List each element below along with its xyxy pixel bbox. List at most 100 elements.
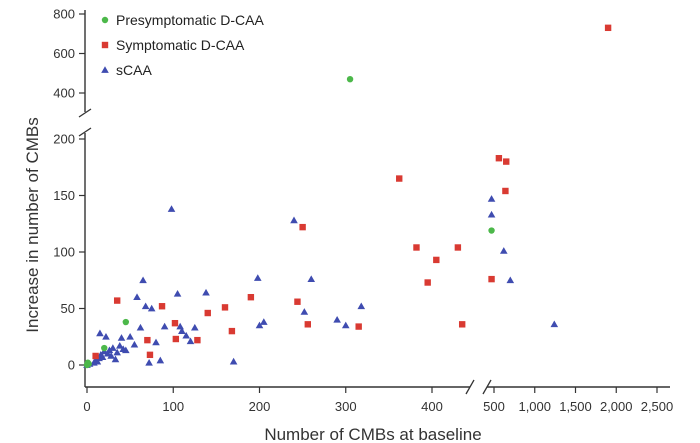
data-point <box>341 321 350 329</box>
data-point <box>488 275 495 283</box>
data-point <box>307 275 316 282</box>
legend-marker <box>101 16 109 24</box>
y-tick-label: 100 <box>53 245 75 260</box>
data-point <box>109 344 117 351</box>
legend-label: Symptomatic D-CAA <box>116 37 245 53</box>
data-point <box>130 340 139 348</box>
data-point <box>194 336 201 344</box>
data-point <box>141 302 150 310</box>
data-point <box>604 24 612 32</box>
y-tick-label: 50 <box>61 301 75 316</box>
data-point <box>396 175 403 182</box>
data-point <box>98 353 107 360</box>
data-point <box>433 256 440 264</box>
data-point <box>487 210 496 218</box>
x-tick-label: 1,000 <box>518 399 551 414</box>
data-point <box>171 319 179 327</box>
x-axis-title: Number of CMBs at baseline <box>264 425 481 443</box>
y-tick-label: 150 <box>53 188 75 203</box>
data-point <box>247 294 255 301</box>
data-point <box>173 290 182 297</box>
data-point <box>105 346 114 354</box>
x-tick-label: 2,500 <box>641 399 674 414</box>
x-tick-label: 2,000 <box>600 399 633 414</box>
data-point <box>290 216 298 224</box>
data-point <box>204 309 211 317</box>
data-point <box>146 351 154 359</box>
data-point <box>229 357 238 365</box>
y-break-stroke-bottom <box>78 127 92 137</box>
data-point <box>304 321 311 328</box>
data-point <box>85 360 92 368</box>
x-tick-label: 1,500 <box>559 399 592 414</box>
legend-marker <box>101 41 109 49</box>
data-point <box>488 227 495 234</box>
data-point <box>357 302 366 310</box>
data-point <box>115 341 124 349</box>
data-point <box>122 346 130 354</box>
data-point <box>147 304 156 312</box>
x-tick-label: 100 <box>162 399 184 414</box>
data-point <box>454 244 462 251</box>
data-point <box>93 357 102 365</box>
legend-label: sCAA <box>116 62 152 78</box>
data-point <box>113 297 121 304</box>
data-point <box>152 338 160 346</box>
axis-ticks: 0 50 100 150 200 400 600 800 0 100 200 300 400 500 1,0… <box>53 7 673 415</box>
legend-marker <box>101 66 109 73</box>
data-point <box>158 303 166 310</box>
data-point <box>260 318 268 325</box>
data-point <box>117 334 126 341</box>
data-point <box>96 329 104 337</box>
data-point <box>191 323 199 331</box>
data-point <box>503 158 510 165</box>
data-point <box>139 276 147 284</box>
data-point <box>228 327 236 335</box>
x-tick-label: 0 <box>83 399 90 414</box>
y-tick-label: 400 <box>53 86 75 101</box>
data-point <box>221 304 229 311</box>
y-break-stroke-top <box>78 108 92 118</box>
data-point <box>300 308 309 315</box>
data-point <box>495 155 503 162</box>
data-point <box>126 332 134 340</box>
data-point <box>202 288 210 296</box>
data-point <box>156 356 165 364</box>
data-point <box>122 318 130 326</box>
data-point <box>355 323 362 330</box>
data-point <box>346 75 354 83</box>
x-tick-label: 400 <box>421 399 443 414</box>
y-tick-label: 0 <box>68 358 75 373</box>
data-point <box>499 247 508 254</box>
data-point <box>182 331 190 339</box>
data-point <box>136 323 145 331</box>
data-point <box>550 320 559 328</box>
data-point <box>333 316 341 323</box>
y-tick-label: 800 <box>53 7 75 22</box>
data-point <box>178 327 186 334</box>
data-point <box>424 279 431 286</box>
data-point <box>133 293 141 301</box>
x-tick-label: 200 <box>249 399 271 414</box>
data-point <box>172 335 180 343</box>
data-point <box>506 276 515 284</box>
x-tick-label: 500 <box>483 399 505 414</box>
data-point <box>502 187 509 195</box>
legend: Presymptomatic D-CAA Symptomatic D-CAA sCA… <box>101 12 264 78</box>
data-point <box>253 274 262 281</box>
data-point <box>102 332 110 340</box>
axes <box>84 10 670 388</box>
data-point <box>186 337 195 345</box>
data-point <box>487 195 496 202</box>
data-point <box>294 298 301 305</box>
data-point <box>113 348 121 356</box>
data-point <box>458 321 466 328</box>
data-point <box>413 244 420 251</box>
data-point <box>107 352 115 359</box>
data-point <box>299 223 306 231</box>
y-tick-label: 600 <box>53 46 75 61</box>
y-tick-label: 200 <box>53 132 75 147</box>
x-tick-label: 300 <box>335 399 357 414</box>
data-point <box>144 336 151 344</box>
